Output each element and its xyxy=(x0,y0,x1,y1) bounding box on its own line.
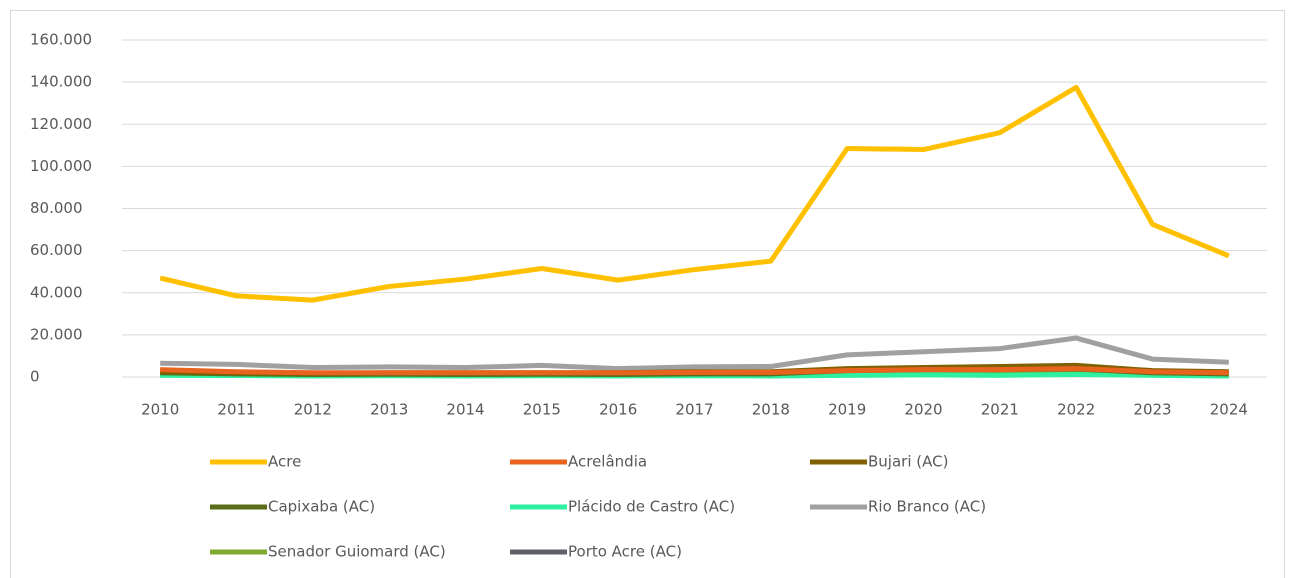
series-line xyxy=(160,366,1229,376)
y-tick-label: 60.000 xyxy=(30,241,83,259)
x-tick-label: 2017 xyxy=(675,401,713,419)
y-tick-label: 40.000 xyxy=(30,283,83,301)
legend-label: Rio Branco (AC) xyxy=(868,498,986,516)
y-tick-label: 140.000 xyxy=(30,73,92,91)
x-tick-label: 2023 xyxy=(1133,401,1171,419)
x-tick-label: 2020 xyxy=(904,401,942,419)
x-tick-label: 2016 xyxy=(599,401,637,419)
legend-label: Bujari (AC) xyxy=(868,453,948,471)
legend-label: Acre xyxy=(268,453,301,471)
x-tick-label: 2022 xyxy=(1057,401,1095,419)
legend-label: Acrelândia xyxy=(568,453,647,471)
series-line xyxy=(160,335,1229,372)
x-tick-label: 2024 xyxy=(1210,401,1248,419)
legend-label: Plácido de Castro (AC) xyxy=(568,498,735,516)
x-tick-label: 2010 xyxy=(141,401,179,419)
x-tick-label: 2014 xyxy=(446,401,484,419)
x-tick-label: 2012 xyxy=(294,401,332,419)
legend-label: Senador Guiomard (AC) xyxy=(268,543,446,561)
y-tick-label: 80.000 xyxy=(30,199,83,217)
x-tick-label: 2011 xyxy=(217,401,255,419)
y-tick-label: 160.000 xyxy=(30,31,92,49)
y-tick-label: 120.000 xyxy=(30,115,92,133)
y-tick-label: 0 xyxy=(30,368,40,386)
x-tick-label: 2015 xyxy=(523,401,561,419)
series-line xyxy=(159,84,1230,303)
chart-frame xyxy=(10,10,1285,578)
x-tick-label: 2018 xyxy=(752,401,790,419)
y-tick-label: 100.000 xyxy=(30,157,92,175)
x-tick-label: 2019 xyxy=(828,401,866,419)
x-tick-label: 2013 xyxy=(370,401,408,419)
legend-label: Porto Acre (AC) xyxy=(568,543,682,561)
x-tick-label: 2021 xyxy=(981,401,1019,419)
y-tick-label: 20.000 xyxy=(30,325,83,343)
legend-label: Capixaba (AC) xyxy=(268,498,375,516)
